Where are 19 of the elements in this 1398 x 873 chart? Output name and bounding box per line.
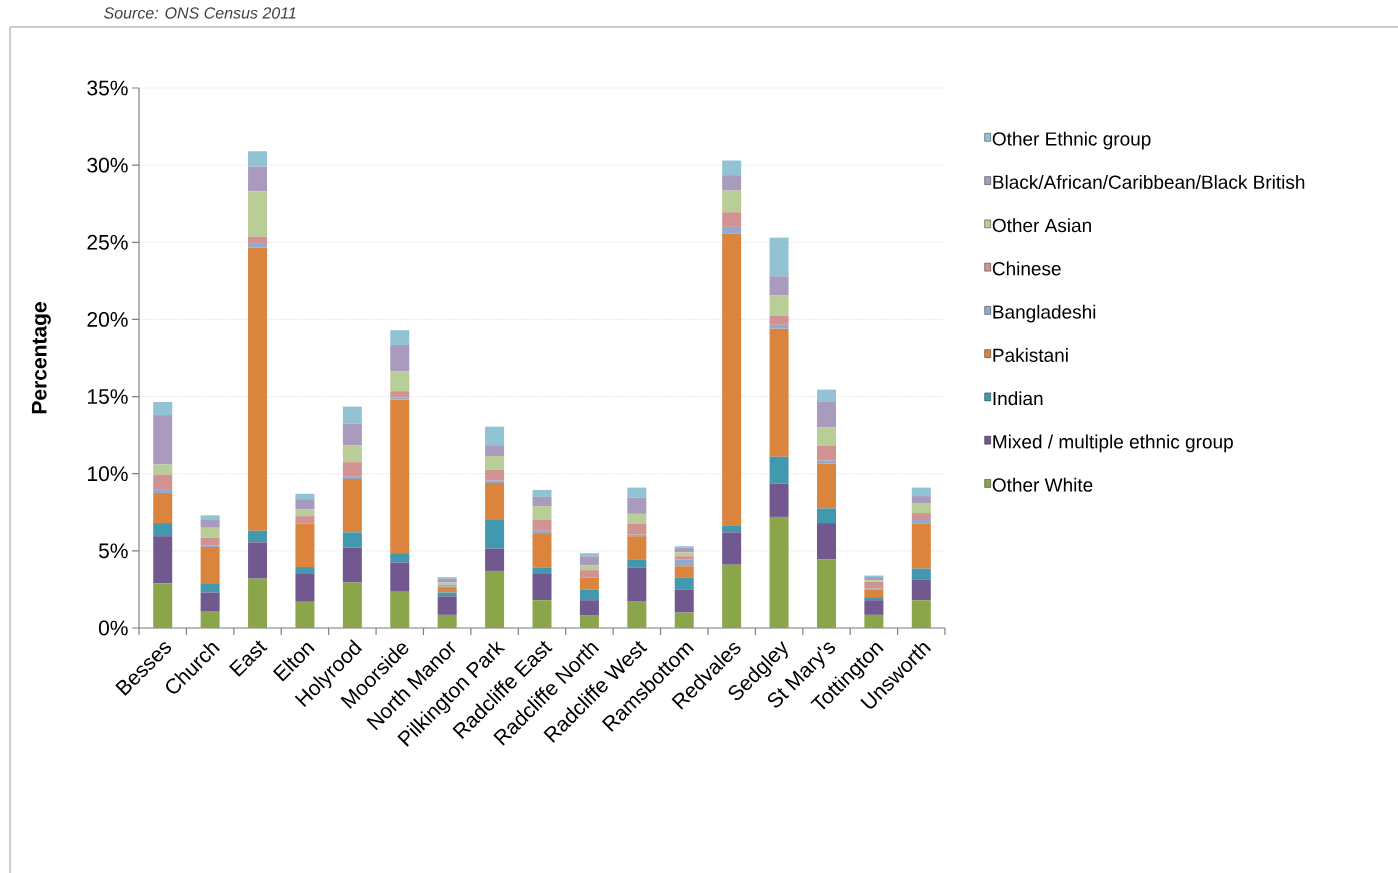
y-tick-label: 25% — [87, 234, 128, 250]
y-tick-label: 15% — [88, 389, 128, 404]
legend-label: Bangladeshi — [993, 304, 1096, 323]
y-tick-label: 0% — [98, 620, 128, 636]
legend-label: Indian — [993, 391, 1043, 406]
y-tick-label: 20% — [87, 311, 128, 327]
source-note: Source: ONS Census 2011 — [104, 7, 296, 19]
legend-label: Mixed / multiple ethnic group — [993, 434, 1233, 453]
y-tick-label: 30% — [87, 157, 128, 173]
y-axis-title: Percentage — [31, 302, 51, 414]
y-tick-label: 5% — [98, 543, 128, 559]
y-tick-label: 10% — [88, 466, 128, 482]
legend-label: Black/African/Caribbean/Black British — [993, 174, 1305, 189]
legend-label: Other Ethnic group — [992, 131, 1151, 150]
legend-label: Chinese — [992, 261, 1061, 276]
legend-label: Other White — [992, 477, 1093, 492]
y-tick-label: 35% — [87, 80, 128, 96]
legend-label: Pakistani — [993, 348, 1068, 362]
legend-label: Other Asian — [992, 218, 1091, 233]
